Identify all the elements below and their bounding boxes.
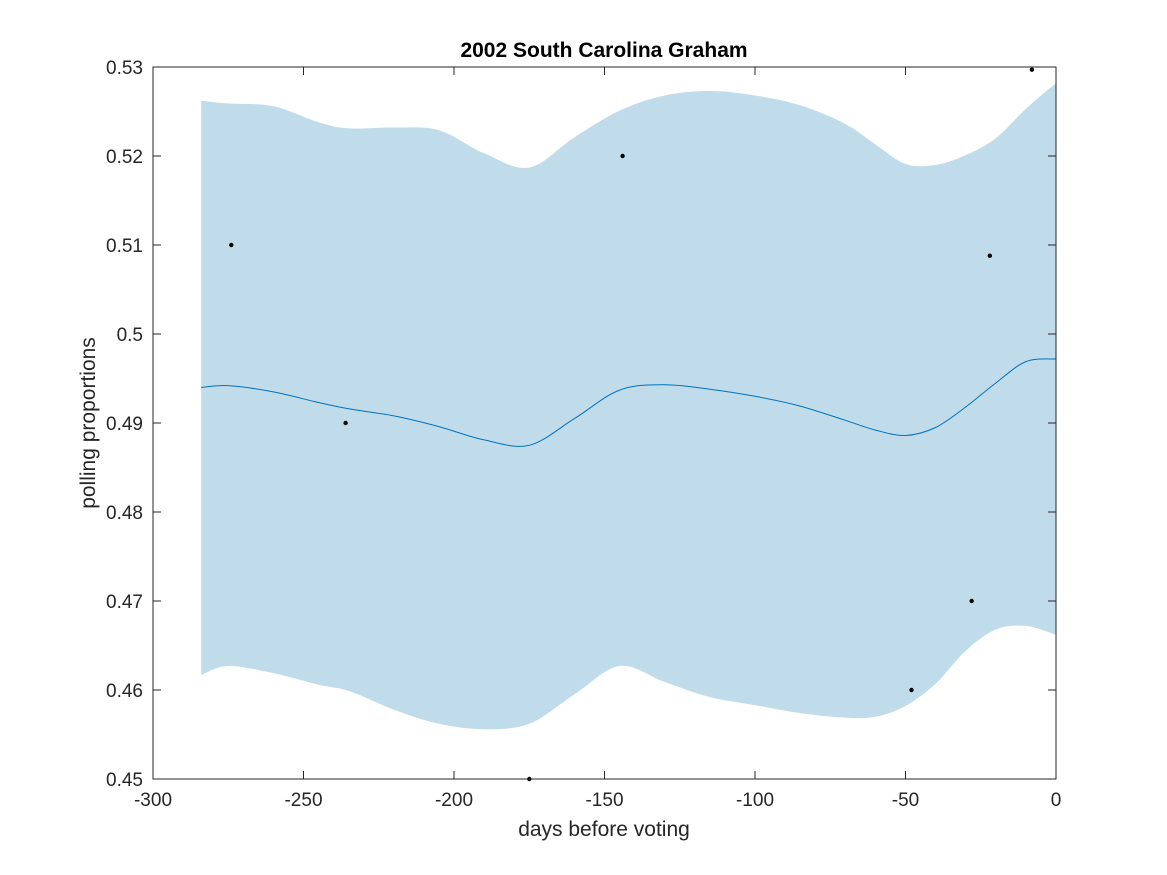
confidence-band [201,83,1056,730]
y-tick-label: 0.48 [106,503,143,524]
y-axis-label: polling proportions [77,337,100,509]
chart-title: 2002 South Carolina Graham [460,39,747,62]
y-tick-label: 0.46 [106,681,143,702]
x-tick-label: -250 [284,790,322,811]
data-point [229,242,234,248]
confidence-band-layer [201,83,1056,730]
y-axis: 0.45 0.46 0.47 0.48 0.49 0.5 0.51 0.52 0.53 [106,58,1056,791]
x-tick-label: 0 [1051,790,1062,811]
x-axis-label: days before voting [518,818,690,841]
x-tick-label: -100 [736,790,774,811]
mean-line [201,358,1057,447]
y-tick-label: 0.53 [106,58,143,79]
x-tick-label: -50 [892,790,919,811]
y-tick-label: 0.5 [117,325,143,346]
x-tick-label: -150 [585,790,623,811]
data-point [343,420,348,426]
x-tick-label: -300 [134,790,172,811]
y-tick-label: 0.51 [106,236,143,257]
mean-line-layer [201,358,1057,447]
y-tick-label: 0.52 [106,147,143,168]
y-tick-label: 0.45 [106,770,143,791]
x-axis: -300 -250 -200 -150 -100 -50 0 [134,67,1061,811]
y-tick-label: 0.47 [106,592,143,613]
observation-points-layer [229,67,1035,782]
data-point [909,687,914,693]
y-tick-label: 0.49 [106,414,143,435]
data-point [1029,67,1035,72]
data-point [969,598,974,604]
data-point [987,253,992,258]
data-point [620,153,625,159]
x-tick-label: -200 [435,790,473,811]
